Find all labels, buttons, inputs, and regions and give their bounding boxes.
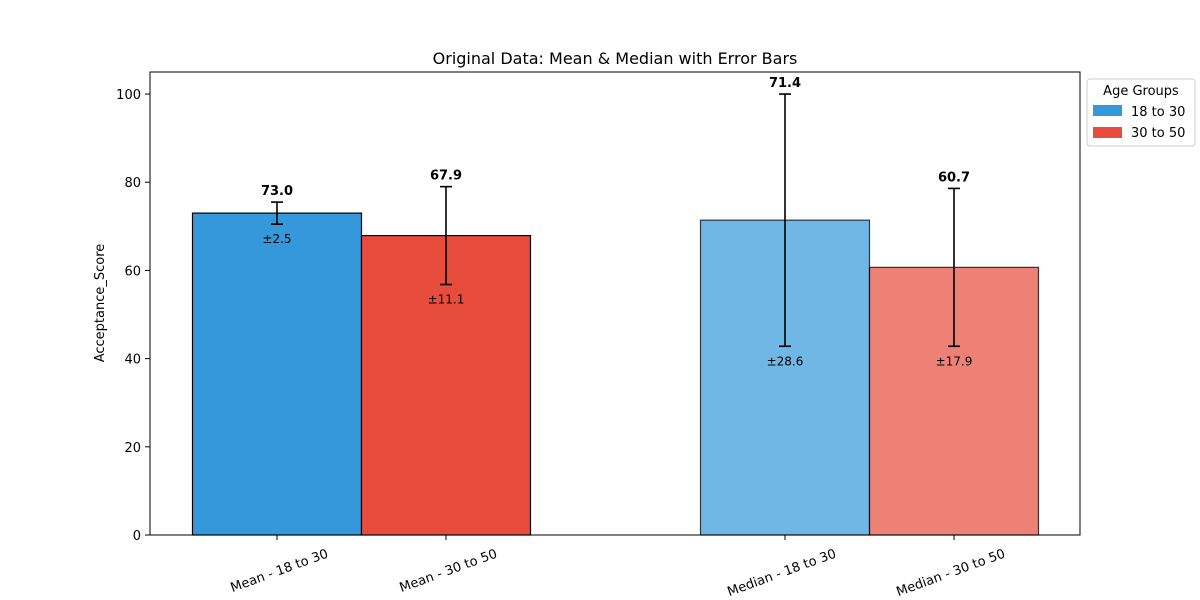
error-label-mean-18-to-30: ±2.5 [262, 232, 291, 246]
legend-swatch-18-to-30 [1093, 105, 1122, 116]
error-bar-mean-18-to-30 [271, 201, 283, 225]
error-bar-median-30-to-50 [948, 187, 960, 348]
error-label-mean-30-to-50: ±11.1 [428, 293, 465, 307]
y-tick-label-80: 80 [124, 176, 141, 191]
error-bars-layer [271, 93, 960, 348]
x-tick-label-mean-18-to-30: Mean - 18 to 30 [229, 547, 331, 596]
error-bar-median-18-to-30 [779, 93, 791, 348]
legend-title: Age Groups [1103, 84, 1179, 99]
legend-label-30-to-50: 30 to 50 [1131, 126, 1185, 141]
value-label-median-30-to-50: 60.7 [938, 170, 970, 185]
y-tick-label-40: 40 [124, 353, 141, 368]
y-tick-label-100: 100 [116, 88, 141, 103]
bar-mean-30-to-50 [360, 234, 532, 536]
value-label-mean-18-to-30: 73.0 [261, 184, 293, 199]
legend-label-18-to-30: 18 to 30 [1131, 105, 1185, 120]
bars-layer [191, 212, 1040, 536]
chart-title: Original Data: Mean & Median with Error … [433, 49, 798, 68]
y-tick-label-60: 60 [124, 264, 141, 279]
x-axis: Mean - 18 to 30 Mean - 30 to 50 Median - 1… [229, 535, 1008, 600]
value-labels-layer: 73.0 ±2.5 67.9 ±11.1 71.4 ±28.6 60.7 ±17.9 [261, 76, 972, 368]
y-axis: 0 20 40 60 80 100 [116, 88, 150, 544]
x-tick-label-mean-30-to-50: Mean - 30 to 50 [398, 547, 500, 596]
legend: Age Groups 18 to 30 30 to 50 [1086, 78, 1196, 147]
value-label-mean-30-to-50: 67.9 [430, 169, 462, 184]
plot-area-frame [149, 71, 1081, 536]
x-tick-label-median-30-to-50: Median - 30 to 50 [895, 547, 1008, 600]
error-label-median-18-to-30: ±28.6 [767, 354, 804, 368]
y-tick-label-20: 20 [124, 441, 141, 456]
error-label-median-30-to-50: ±17.9 [936, 354, 973, 368]
y-axis-label: Acceptance_Score [93, 244, 108, 363]
y-tick-label-0: 0 [133, 529, 141, 544]
error-bar-mean-30-to-50 [440, 185, 452, 286]
legend-swatch-30-to-50 [1093, 127, 1122, 138]
value-label-median-18-to-30: 71.4 [769, 76, 801, 91]
bar-mean-18-to-30 [191, 212, 363, 536]
x-tick-label-median-18-to-30: Median - 18 to 30 [726, 547, 839, 600]
